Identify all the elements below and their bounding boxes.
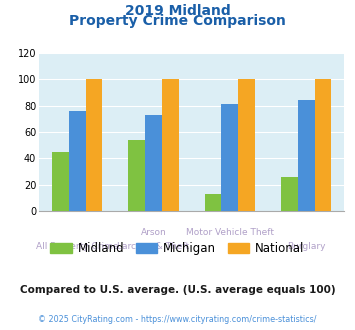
Bar (52, 152, 69, 211)
Text: Compared to U.S. average. (U.S. average equals 100): Compared to U.S. average. (U.S. average … (20, 285, 335, 295)
Text: © 2025 CityRating.com - https://www.cityrating.com/crime-statistics/: © 2025 CityRating.com - https://www.city… (38, 315, 317, 324)
Text: Burglary: Burglary (287, 242, 326, 251)
Bar (69, 111, 86, 211)
Bar (205, 194, 222, 211)
Text: Larceny & Theft: Larceny & Theft (118, 242, 190, 251)
Bar (86, 79, 102, 211)
Bar (238, 79, 255, 211)
Bar (162, 79, 179, 211)
Text: Property Crime Comparison: Property Crime Comparison (69, 14, 286, 28)
Bar (281, 177, 298, 211)
Text: All Property Crime: All Property Crime (36, 242, 119, 251)
Text: Arson: Arson (141, 228, 166, 237)
Bar (298, 100, 315, 211)
Bar (129, 140, 145, 211)
Bar (222, 104, 238, 211)
Text: Motor Vehicle Theft: Motor Vehicle Theft (186, 228, 274, 237)
Bar (315, 79, 331, 211)
Bar (145, 115, 162, 211)
Text: 2019 Midland: 2019 Midland (125, 4, 230, 18)
Legend: Midland, Michigan, National: Midland, Michigan, National (46, 237, 309, 260)
